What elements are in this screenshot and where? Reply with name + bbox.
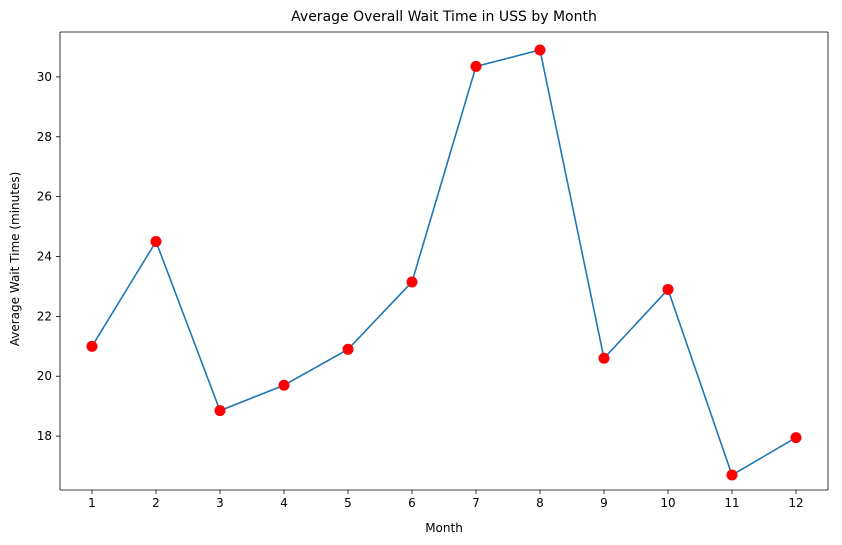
x-tick-label: 4: [280, 496, 288, 510]
data-point: [790, 432, 802, 444]
x-tick-label: 11: [724, 496, 739, 510]
data-point: [726, 469, 738, 481]
y-tick-label: 20: [37, 369, 52, 383]
data-point: [150, 236, 162, 248]
x-tick-label: 12: [788, 496, 803, 510]
data-point: [406, 276, 418, 288]
chart-title: Average Overall Wait Time in USS by Mont…: [291, 9, 597, 25]
x-tick-label: 2: [152, 496, 160, 510]
plot-frame: [59, 31, 829, 491]
data-point: [278, 379, 290, 391]
x-tick-label: 1: [88, 496, 96, 510]
data-point: [598, 352, 610, 364]
data-point: [470, 60, 482, 72]
x-tick-label: 3: [216, 496, 224, 510]
series-markers: [86, 44, 802, 481]
y-tick-label: 28: [37, 130, 52, 144]
data-point: [662, 283, 674, 295]
data-point: [214, 405, 226, 417]
data-point: [342, 343, 354, 355]
series-line: [91, 48, 797, 477]
x-tick-label: 5: [344, 496, 352, 510]
y-tick-label: 30: [37, 70, 52, 84]
x-tick-label: 8: [536, 496, 544, 510]
x-axis-ticks: 1 2 3 4 5 6 7 8 9 10 11 12: [88, 490, 804, 510]
y-tick-label: 22: [37, 309, 52, 323]
y-tick-label: 18: [37, 429, 52, 443]
y-tick-label: 26: [37, 190, 52, 204]
x-tick-label: 6: [408, 496, 416, 510]
data-point: [534, 44, 546, 56]
data-point: [86, 340, 98, 352]
y-tick-label: 24: [37, 250, 52, 264]
y-axis-title: Average Wait Time (minutes): [8, 172, 22, 347]
x-tick-label: 7: [472, 496, 480, 510]
x-tick-label: 9: [600, 496, 608, 510]
y-axis-ticks: 18 20 22 24 26 28 30: [37, 70, 60, 443]
x-axis-title: Month: [425, 521, 463, 535]
x-tick-label: 10: [660, 496, 675, 510]
